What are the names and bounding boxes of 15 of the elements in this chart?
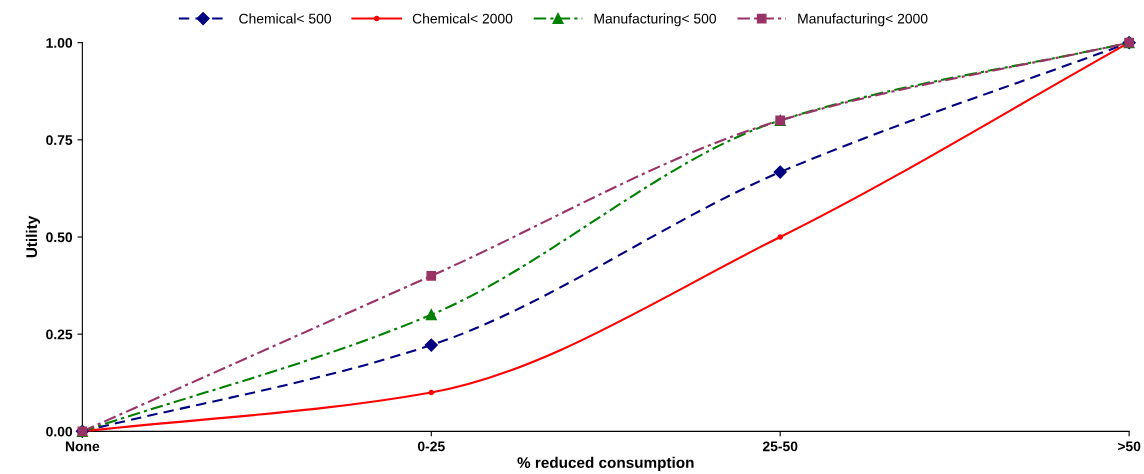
y-tick-label: 0.00	[46, 426, 73, 437]
legend-label: Manufacturing< 2000	[798, 13, 928, 27]
legend-label: Chemical< 500	[239, 13, 332, 24]
x-tick-label: >50	[1117, 441, 1141, 452]
legend-label: Chemical< 2000	[412, 13, 513, 24]
y-tick-label: 0.50	[46, 232, 73, 243]
y-tick-label: 0.75	[46, 135, 73, 145]
y-tick-label: 1.00	[46, 37, 73, 48]
x-tick-label: None	[65, 441, 100, 452]
legend-label: Manufacturing< 500	[594, 13, 717, 27]
y-axis-title: Utility	[25, 215, 41, 258]
x-axis-title: % reduced consumption	[517, 456, 694, 472]
x-tick-label: 0-25	[417, 441, 445, 452]
y-tick-label: 0.25	[46, 329, 73, 340]
x-tick-label: 25-50	[762, 441, 798, 452]
